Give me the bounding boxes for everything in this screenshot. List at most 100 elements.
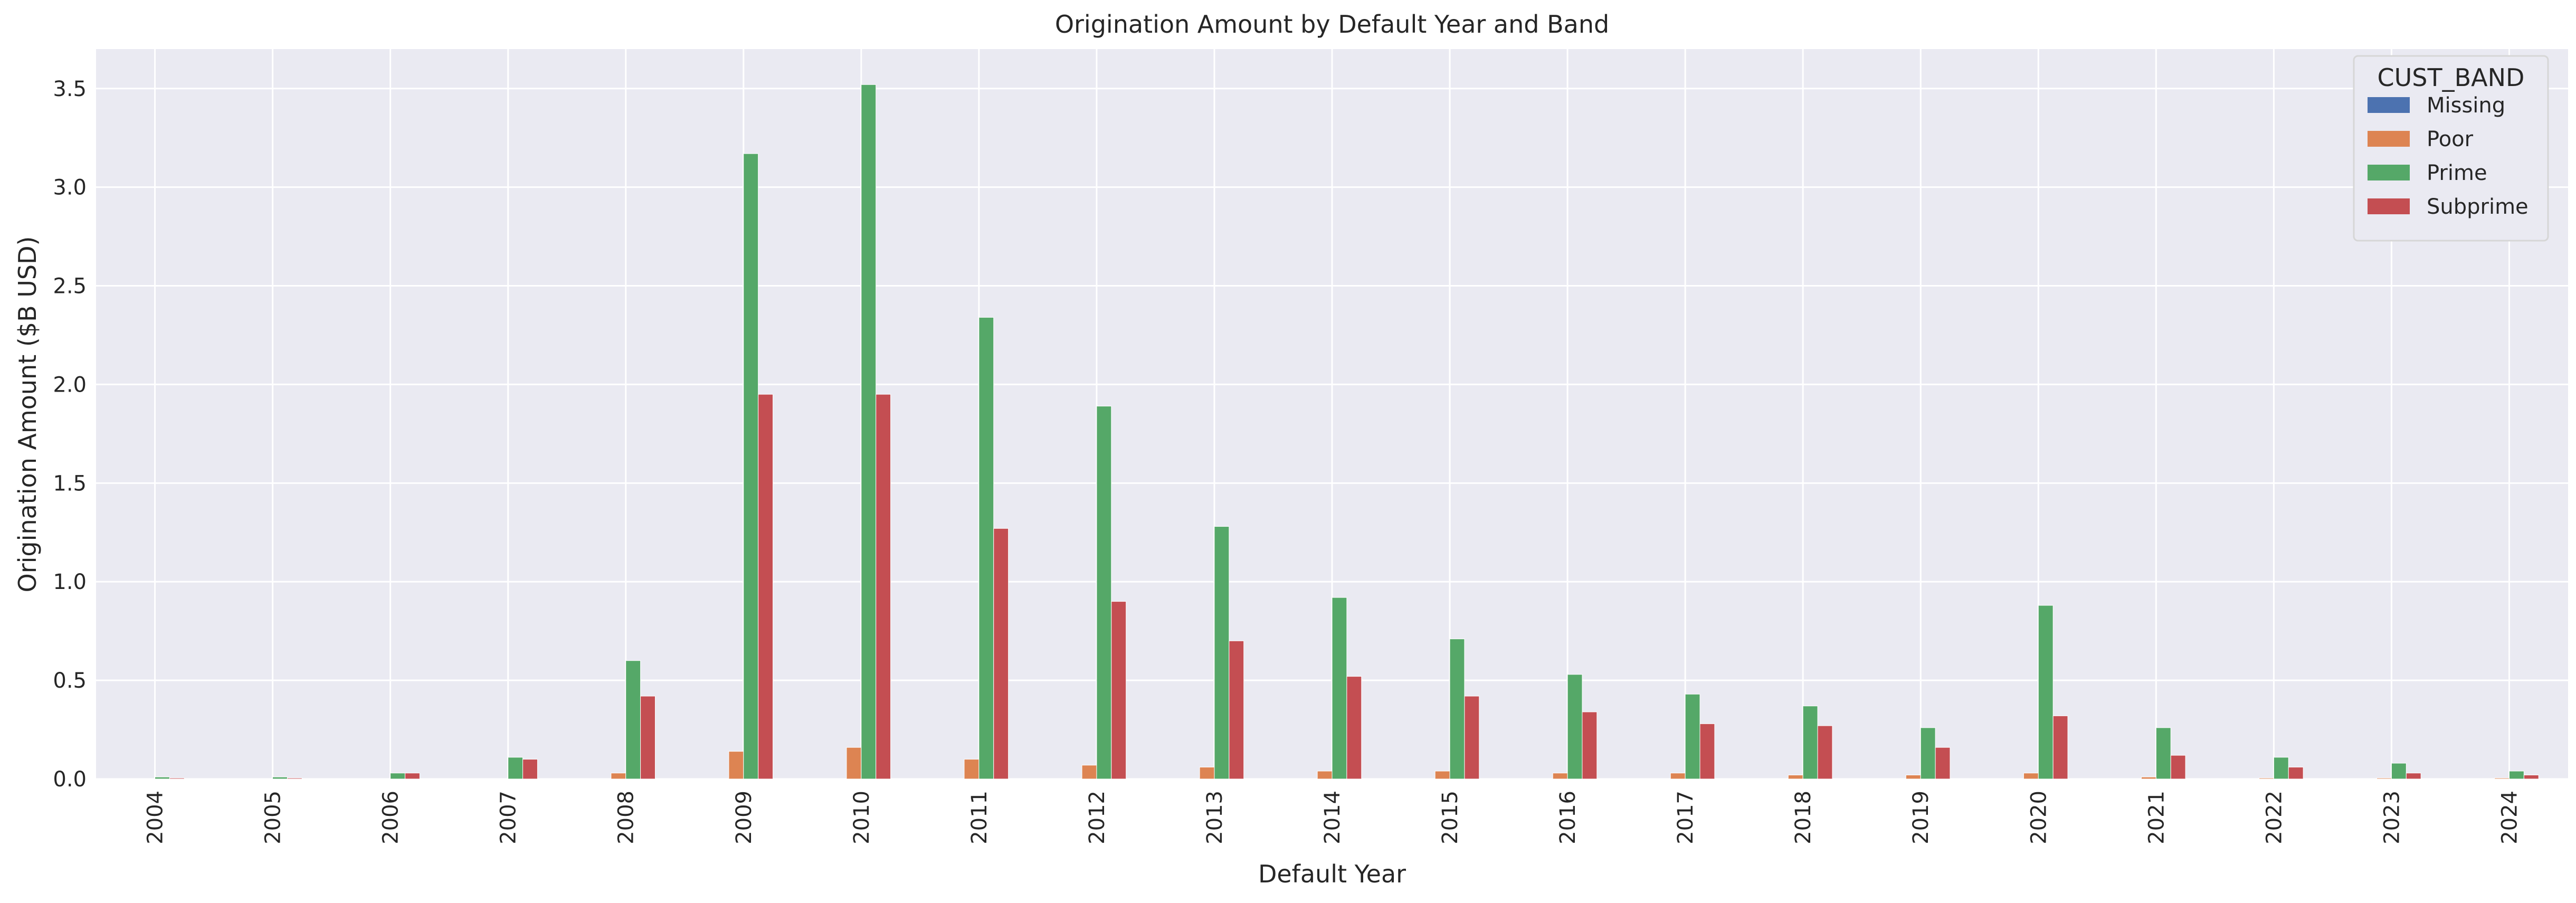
x-tick-label: 2010: [850, 791, 874, 844]
bar-subprime-2017: [1699, 723, 1715, 780]
bars: [155, 84, 2539, 780]
bar-prime-2009: [743, 153, 759, 780]
bar-poor-2011: [964, 759, 980, 780]
bar-poor-2015: [1434, 771, 1450, 780]
bar-subprime-2022: [2288, 767, 2304, 780]
y-tick-label: 0.5: [53, 669, 87, 693]
bar-prime-2013: [1214, 526, 1230, 780]
bar-prime-2024: [2508, 771, 2524, 780]
bar-subprime-2019: [1935, 747, 1951, 780]
bar-subprime-2021: [2170, 755, 2186, 780]
bar-prime-2008: [625, 660, 641, 780]
y-tick-label: 1.5: [53, 471, 87, 496]
y-tick-label: 2.0: [53, 373, 87, 397]
y-tick-label: 1.0: [53, 570, 87, 594]
bar-poor-2020: [2023, 773, 2039, 780]
bar-prime-2014: [1332, 597, 1347, 780]
bar-prime-2010: [861, 84, 877, 780]
x-tick-label: 2018: [1791, 791, 1815, 844]
legend-swatch-missing: [2368, 97, 2410, 113]
bar-poor-2018: [1788, 775, 1803, 780]
bar-prime-2015: [1449, 639, 1465, 780]
x-tick-label: 2019: [1909, 791, 1933, 844]
bar-subprime-2020: [2052, 715, 2068, 780]
legend-swatch-prime: [2368, 165, 2410, 180]
bar-prime-2019: [1920, 727, 1936, 780]
bar-prime-2007: [508, 757, 524, 780]
y-tick-label: 3.5: [53, 77, 87, 101]
bar-subprime-2024: [2523, 775, 2539, 780]
bar-prime-2011: [978, 317, 994, 780]
bar-subprime-2023: [2406, 773, 2421, 780]
bar-subprime-2013: [1229, 640, 1244, 780]
bar-subprime-2007: [522, 759, 538, 780]
bar-prime-2022: [2273, 757, 2289, 780]
y-tick-label: 0.0: [53, 767, 87, 792]
x-tick-label: 2012: [1085, 791, 1109, 844]
x-tick-label: 2020: [2027, 791, 2051, 844]
bar-prime-2016: [1567, 674, 1583, 780]
legend-label-prime: Prime: [2427, 161, 2487, 185]
bar-prime-2017: [1685, 693, 1700, 780]
bar-poor-2009: [728, 751, 744, 780]
bar-subprime-2011: [993, 528, 1009, 780]
x-tick-label: 2004: [144, 791, 168, 844]
bar-subprime-2004: [169, 777, 185, 780]
bar-subprime-2018: [1817, 725, 1833, 780]
x-tick-label: 2008: [614, 791, 639, 844]
bar-subprime-2015: [1464, 696, 1480, 780]
bar-subprime-2005: [287, 777, 302, 780]
bar-poor-2014: [1317, 771, 1333, 780]
legend-title: CUST_BAND: [2378, 63, 2525, 92]
legend-label-missing: Missing: [2427, 93, 2505, 118]
bar-poor-2021: [2141, 776, 2156, 780]
x-tick-label: 2024: [2497, 791, 2522, 844]
bar-subprime-2012: [1111, 601, 1127, 780]
legend-label-subprime: Subprime: [2427, 195, 2529, 219]
x-tick-label: 2021: [2144, 791, 2169, 844]
bar-poor-2010: [846, 747, 862, 780]
x-axis-title: Default Year: [1258, 860, 1406, 888]
x-tick-label: 2015: [1438, 791, 1462, 844]
bar-subprime-2010: [876, 394, 891, 780]
x-tick-label: 2023: [2380, 791, 2404, 844]
bar-prime-2004: [155, 776, 170, 780]
x-tick-label: 2014: [1320, 791, 1345, 844]
bar-prime-2021: [2155, 727, 2171, 780]
bar-subprime-2014: [1346, 676, 1362, 780]
bar-poor-2013: [1199, 767, 1215, 780]
x-tick-label: 2011: [967, 791, 992, 844]
x-tick-label: 2016: [1556, 791, 1580, 844]
bar-subprime-2008: [640, 696, 655, 780]
y-tick-label: 3.0: [53, 176, 87, 200]
legend-swatch-subprime: [2368, 198, 2410, 214]
x-tick-label: 2006: [379, 791, 403, 844]
bar-subprime-2009: [758, 394, 774, 780]
bar-prime-2006: [390, 773, 405, 780]
x-tick-label: 2005: [261, 791, 286, 844]
legend: CUST_BAND Missing Poor Prime Subprime: [2353, 55, 2549, 242]
bar-prime-2018: [1802, 706, 1818, 780]
x-tick-label: 2022: [2262, 791, 2286, 844]
x-tick-label: 2007: [497, 791, 521, 844]
y-tick-label: 2.5: [53, 274, 87, 299]
bar-subprime-2016: [1582, 711, 1598, 780]
legend-swatch-poor: [2368, 131, 2410, 147]
bar-subprime-2006: [405, 773, 420, 780]
bar-prime-2005: [272, 776, 288, 780]
x-tick-label: 2013: [1203, 791, 1227, 844]
legend-label-poor: Poor: [2427, 127, 2474, 151]
bar-prime-2023: [2391, 763, 2407, 780]
bar-prime-2012: [1096, 406, 1112, 780]
y-axis-ticks: 0.0 0.5 1.0 1.5 2.0 2.5 3.0 3.5: [53, 77, 87, 792]
bar-poor-2016: [1552, 773, 1568, 780]
bar-poor-2012: [1081, 765, 1097, 780]
x-tick-label: 2009: [732, 791, 756, 844]
bar-poor-2017: [1670, 773, 1686, 780]
x-axis-ticks: 2004 2005 2006 2007 2008 2009 2010 2011 2012 2013…: [144, 791, 2522, 844]
bar-poor-2023: [2377, 777, 2392, 780]
bar-poor-2008: [611, 773, 626, 780]
bar-poor-2022: [2259, 777, 2274, 780]
y-axis-title: Origination Amount ($B USD): [13, 236, 42, 593]
